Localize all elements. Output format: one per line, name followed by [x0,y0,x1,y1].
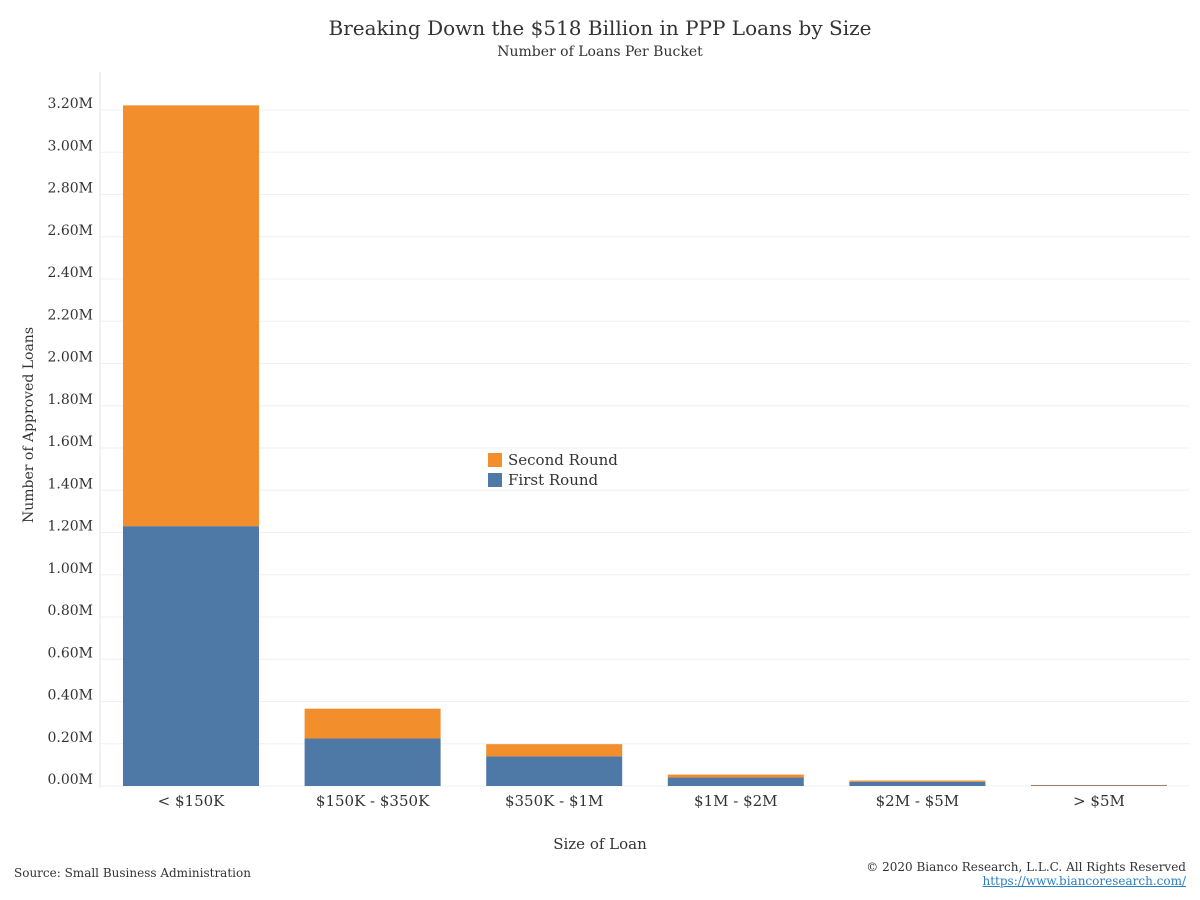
legend-label: Second Round [508,451,618,469]
bar-first-round[interactable] [123,526,259,786]
bar-first-round[interactable] [1031,785,1167,786]
grid-lines [100,109,1190,787]
bar-first-round[interactable] [849,781,986,786]
y-tick-label: 2.60M [47,223,93,239]
y-tick-label: 2.40M [47,265,93,281]
x-tick-label: > $5M [1073,792,1125,810]
y-tick-label: 1.40M [47,476,93,492]
bar-second-round[interactable] [123,105,259,527]
bar-second-round[interactable] [304,708,441,739]
x-tick-label: $2M - $5M [876,792,960,810]
y-tick-label: 2.80M [47,181,93,197]
legend-swatch [488,453,502,467]
y-tick-label: 0.60M [47,645,93,661]
x-axis-label: Size of Loan [553,835,647,853]
y-tick-label: 3.20M [47,96,93,112]
chart-title: Breaking Down the $518 Billion in PPP Lo… [328,16,872,40]
y-tick-label: 3.00M [47,138,93,154]
legend: Second Round First Round [488,451,618,489]
website-link[interactable]: https://www.biancoresearch.com/ [982,874,1186,888]
x-tick-labels: < $150K $150K - $350K $350K - $1M $1M - $2M… [158,792,1125,810]
y-tick-label: 1.00M [47,561,93,577]
bar-second-round[interactable] [849,780,986,782]
chart-subtitle: Number of Loans Per Bucket [497,44,703,60]
y-tick-labels: 0.00M 0.20M 0.40M 0.60M 0.80M 1.00M 1.20M 1.40M… [47,96,93,788]
bar-second-round[interactable] [667,774,804,778]
bar-first-round[interactable] [304,738,441,786]
bar-first-round[interactable] [667,777,804,786]
y-tick-label: 1.20M [47,519,93,535]
y-tick-label: 0.20M [47,730,93,746]
y-tick-label: 0.40M [47,688,93,704]
y-tick-label: 2.00M [47,350,93,366]
copyright-note: © 2020 Bianco Research, L.L.C. All Right… [866,860,1186,874]
bar-first-round[interactable] [486,756,623,786]
y-tick-label: 0.80M [47,603,93,619]
legend-label: First Round [508,471,599,489]
y-axis-label: Number of Approved Loans [21,327,37,523]
bars [123,105,1167,786]
bar-second-round[interactable] [1031,784,1167,786]
y-tick-label: 2.20M [47,307,93,323]
y-tick-label: 1.80M [47,392,93,408]
x-tick-label: $350K - $1M [505,792,603,810]
x-tick-label: $1M - $2M [694,792,778,810]
x-tick-label: $150K - $350K [316,792,430,810]
bar-second-round[interactable] [486,744,623,757]
x-tick-label: < $150K [158,792,226,810]
legend-swatch [488,473,502,487]
source-note: Source: Small Business Administration [14,866,251,880]
y-tick-label: 0.00M [47,772,93,788]
y-tick-label: 1.60M [47,434,93,450]
